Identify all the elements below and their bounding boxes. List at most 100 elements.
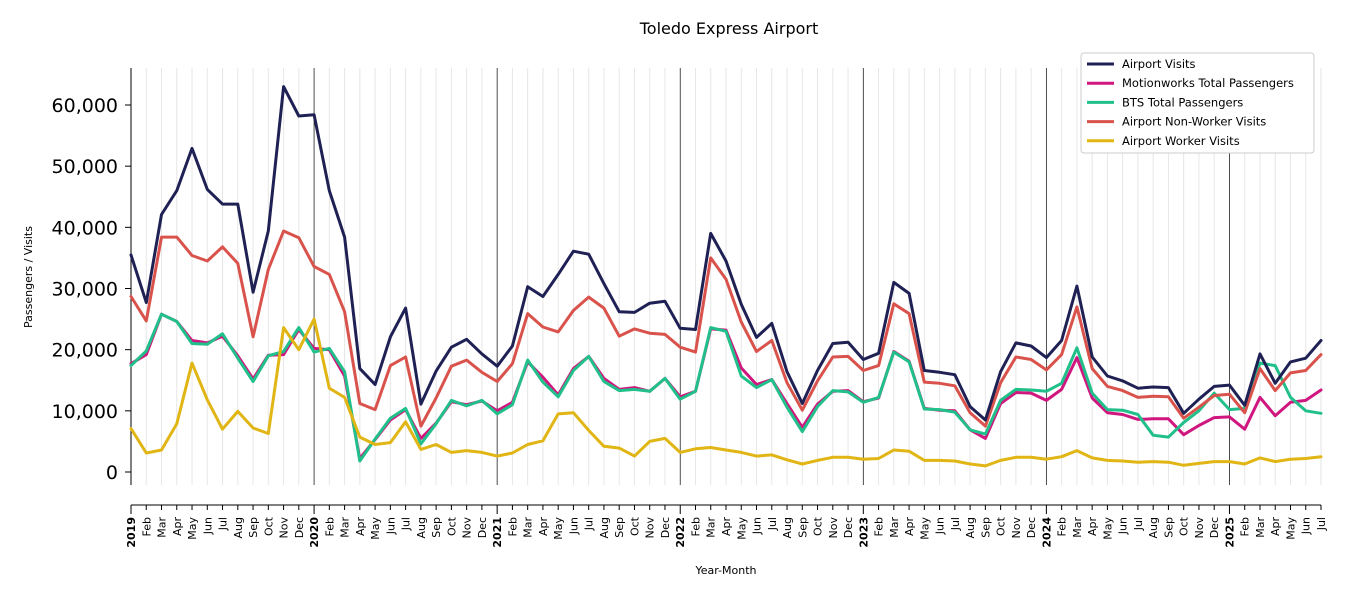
x-tick-label-month: May xyxy=(186,517,199,540)
legend-box xyxy=(1080,52,1315,154)
x-tick-label-month: Aug xyxy=(415,517,428,538)
x-tick-label-year: 2021 xyxy=(491,517,504,548)
x-tick-label-month: Dec xyxy=(293,517,306,538)
grid-lines xyxy=(145,68,1322,485)
x-tick-label-month: Jun xyxy=(1117,517,1130,535)
x-tick-label-month: Oct xyxy=(812,516,825,536)
x-tick-label-month: Jul xyxy=(583,517,596,531)
x-tick-label-month: Jun xyxy=(567,517,580,535)
x-tick-label-month: Mar xyxy=(339,517,352,538)
x-tick-label-month: Sep xyxy=(979,517,992,538)
x-tick-label-month: Jul xyxy=(1132,517,1145,531)
x-tick-label-month: Jul xyxy=(949,517,962,531)
x-tick-label-month: May xyxy=(735,517,748,540)
x-tick-label-month: May xyxy=(552,517,565,540)
x-tick-label-month: Mar xyxy=(888,517,901,538)
x-tick-label-month: Feb xyxy=(689,517,702,536)
x-tick-label-month: Mar xyxy=(156,517,169,538)
x-tick-label-month: Sep xyxy=(1162,517,1175,538)
x-tick-label-month: Apr xyxy=(354,517,367,537)
x-tick-label-month: Aug xyxy=(781,517,794,538)
x-ticks: 2019 Feb Mar Apr May Jun Jul Aug Sep Oct Nov Dec 202… xyxy=(125,505,1328,548)
legend-label: Airport Visits xyxy=(1122,57,1196,71)
x-tick-label-month: Aug xyxy=(1147,517,1160,538)
x-tick-label-month: Sep xyxy=(430,517,443,538)
x-tick-label-month: Apr xyxy=(171,517,184,537)
y-tick-label: 50,000 xyxy=(52,156,118,178)
x-tick-label-month: Mar xyxy=(705,517,718,538)
x-tick-label-year: 2022 xyxy=(674,517,687,548)
y-tick-label: 40,000 xyxy=(52,217,118,239)
x-tick-label-month: Dec xyxy=(476,517,489,538)
legend-label: Airport Non-Worker Visits xyxy=(1122,115,1266,129)
x-tick-label-month: Nov xyxy=(644,517,657,539)
x-tick-label-month: Nov xyxy=(278,517,291,539)
series-line-airport-non-worker-visits xyxy=(129,229,1323,428)
x-tick-label-month: Jun xyxy=(201,517,214,535)
series-line-bts-total-passengers xyxy=(129,312,1323,463)
y-tick-label: 10,000 xyxy=(52,401,118,423)
x-tick-label-month: May xyxy=(369,517,382,540)
x-tick-label-month: May xyxy=(1101,517,1114,540)
y-tick-label: 20,000 xyxy=(52,340,118,362)
y-tick-label: 60,000 xyxy=(52,95,118,117)
x-tick-label-month: Nov xyxy=(461,517,474,539)
x-tick-label-month: Oct xyxy=(628,516,641,536)
x-tick-label-month: Nov xyxy=(1193,517,1206,539)
x-tick-label-month: Mar xyxy=(1071,517,1084,538)
x-tick-label-month: Apr xyxy=(537,517,550,537)
chart-title: Toledo Express Airport xyxy=(639,19,819,38)
x-tick-label-month: Mar xyxy=(522,517,535,538)
x-tick-label-month: Sep xyxy=(613,517,626,538)
x-tick-label-month: Oct xyxy=(995,516,1008,536)
series-line-airport-visits xyxy=(129,85,1323,422)
x-tick-label-month: Dec xyxy=(1208,517,1221,538)
x-tick-label-month: Dec xyxy=(1025,517,1038,538)
x-tick-label-month: Oct xyxy=(1178,516,1191,536)
y-tick-label: 30,000 xyxy=(52,279,118,301)
x-tick-label-month: Oct xyxy=(262,516,275,536)
x-tick-label-month: Feb xyxy=(1056,517,1069,536)
x-tick-label-month: Feb xyxy=(323,517,336,536)
x-tick-label-month: Aug xyxy=(598,517,611,538)
x-tick-label-month: Sep xyxy=(796,517,809,538)
x-tick-label-month: Nov xyxy=(1010,517,1023,539)
x-tick-label-month: Apr xyxy=(903,517,916,537)
x-tick-label-year: 2024 xyxy=(1040,517,1053,548)
x-tick-label-month: Apr xyxy=(1269,517,1282,537)
x-tick-label-month: Jul xyxy=(766,517,779,531)
x-tick-label-month: Jul xyxy=(1315,517,1328,531)
x-tick-label-year: 2020 xyxy=(308,517,321,548)
x-tick-label-month: Jul xyxy=(400,517,413,531)
x-tick-label-month: May xyxy=(918,517,931,540)
x-tick-label-month: Jun xyxy=(934,517,947,535)
x-tick-label-month: Nov xyxy=(827,517,840,539)
x-tick-label-month: Jul xyxy=(217,517,230,531)
series-line-airport-worker-visits xyxy=(129,317,1323,468)
x-tick-label-month: Dec xyxy=(659,517,672,538)
legend-label: Airport Worker Visits xyxy=(1122,134,1240,148)
x-tick-label-month: Aug xyxy=(964,517,977,538)
y-tick-label: 0 xyxy=(106,462,118,484)
legend: Airport Visits Motionworks Total Passenge… xyxy=(1080,52,1315,154)
y-axis-label: Passengers / Visits xyxy=(22,226,35,328)
x-tick-label-month: Apr xyxy=(720,517,733,537)
x-tick-label-month: Jun xyxy=(751,517,764,535)
x-tick-label-month: Oct xyxy=(445,516,458,536)
x-tick-label-year: 2023 xyxy=(857,517,870,548)
x-tick-label-month: Aug xyxy=(232,517,245,538)
x-axis-label: Year-Month xyxy=(694,564,756,577)
x-tick-label-month: Dec xyxy=(842,517,855,538)
x-tick-label-month: Feb xyxy=(506,517,519,536)
legend-label: Motionworks Total Passengers xyxy=(1122,76,1294,90)
series-lines xyxy=(129,85,1323,468)
x-tick-label-month: Sep xyxy=(247,517,260,538)
x-tick-label-month: Feb xyxy=(1239,517,1252,536)
x-tick-label-month: May xyxy=(1284,517,1297,540)
x-tick-label-year: 2025 xyxy=(1223,517,1236,548)
x-tick-label-month: Jun xyxy=(1300,517,1313,535)
y-ticks: 0 10,000 20,000 30,000 40,000 50,000 60,000 xyxy=(52,95,131,484)
legend-label: BTS Total Passengers xyxy=(1122,95,1243,109)
x-tick-label-month: Apr xyxy=(1086,517,1099,537)
